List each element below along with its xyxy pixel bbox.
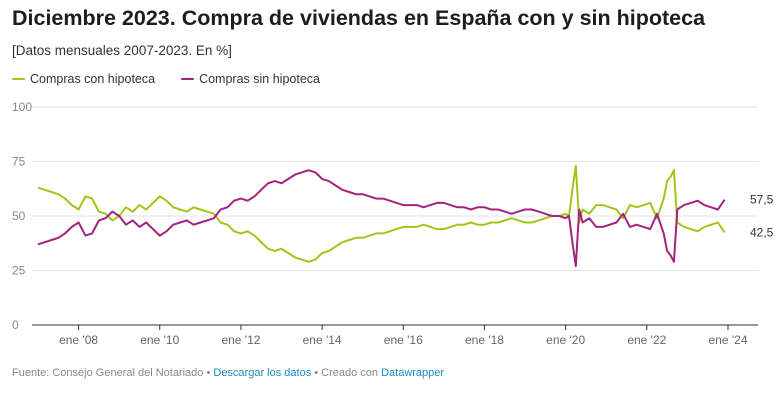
y-tick-label-100: 100 (12, 100, 32, 114)
x-tick-label-3: ene '14 (303, 333, 342, 347)
legend-label-sin-hipoteca: Compras sin hipoteca (199, 72, 320, 86)
x-tick-label-8: ene '24 (709, 333, 748, 347)
legend-item-sin-hipoteca: Compras sin hipoteca (181, 72, 320, 86)
x-tick-label-2: ene '12 (221, 333, 260, 347)
y-tick-label-0: 0 (12, 318, 19, 332)
legend-item-con-hipoteca: Compras con hipoteca (12, 72, 155, 86)
x-tick-label-7: ene '22 (627, 333, 666, 347)
footer: Fuente: Consejo General del Notariado • … (12, 367, 444, 379)
legend-swatch-sin-hipoteca (181, 77, 195, 81)
x-tick-label-4: ene '16 (384, 333, 423, 347)
chart-title: Diciembre 2023. Compra de viviendas en E… (12, 6, 706, 30)
x-tick-label-6: ene '20 (546, 333, 585, 347)
legend-label-con-hipoteca: Compras con hipoteca (30, 72, 156, 86)
end-value-label-sin-hipoteca: 57,5 (750, 193, 774, 207)
y-tick-label-50: 50 (12, 209, 26, 223)
datawrapper-link[interactable]: Datawrapper (381, 367, 445, 379)
legend: Compras con hipoteca Compras sin hipotec… (12, 72, 346, 86)
legend-swatch-con-hipoteca (12, 77, 25, 81)
download-data-link[interactable]: Descargar los datos (213, 367, 312, 379)
y-tick-label-75: 75 (12, 155, 26, 169)
series-line-con-hipoteca (37, 164, 726, 263)
x-tick-label-1: ene '10 (140, 333, 179, 347)
end-value-label-con-hipoteca: 42,5 (750, 225, 774, 239)
footer-source: Fuente: Consejo General del Notariado (12, 367, 204, 379)
chart-subtitle: [Datos mensuales 2007-2023. En %] (12, 43, 232, 58)
footer-created-with: • Creado con (311, 367, 382, 379)
footer-separator: • (203, 367, 214, 379)
series-line-sin-hipoteca (37, 169, 726, 268)
x-tick-label-5: ene '18 (465, 333, 504, 347)
x-tick-label-0: ene '08 (59, 333, 98, 347)
y-tick-label-25: 25 (12, 264, 26, 278)
